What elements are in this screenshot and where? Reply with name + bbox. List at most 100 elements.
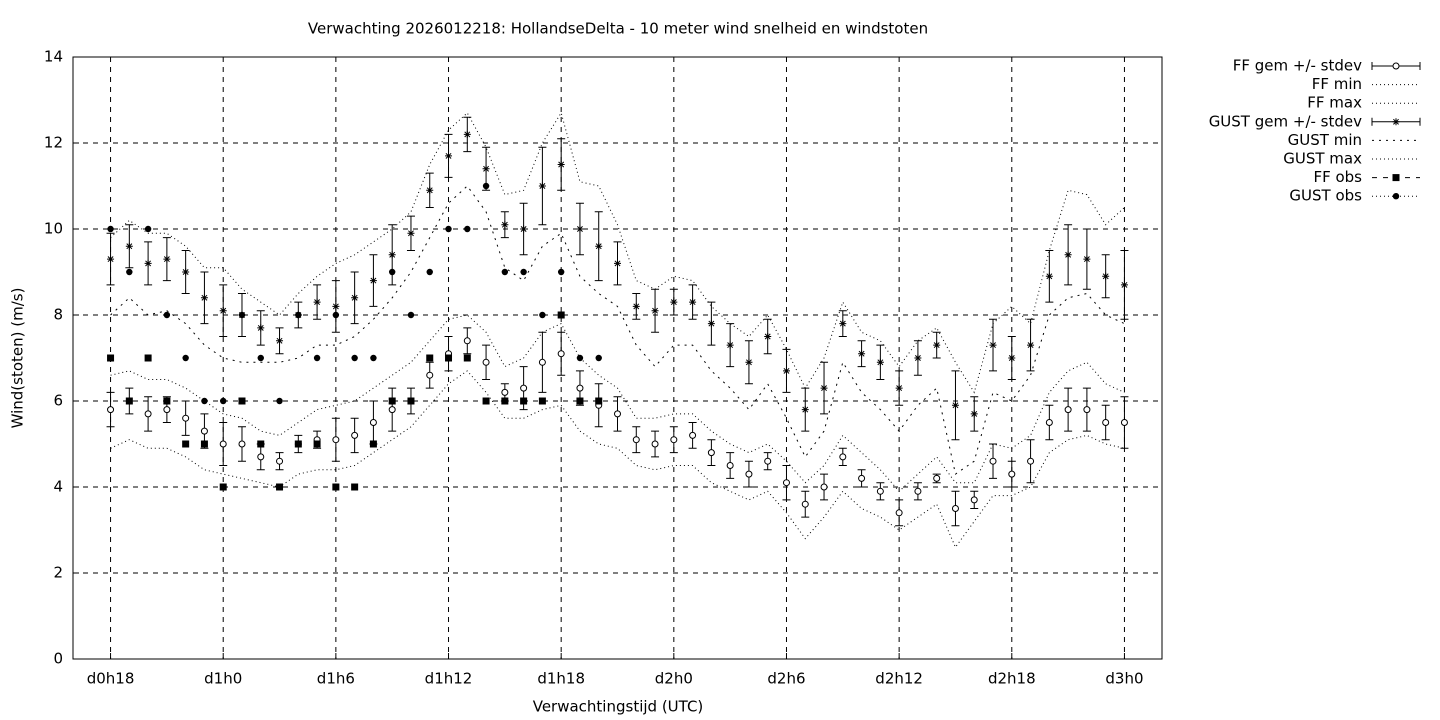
marker [276,337,284,345]
marker [313,440,321,448]
marker [1083,406,1091,414]
marker [764,333,772,340]
marker [182,440,190,448]
marker [463,130,471,138]
marker [651,440,659,448]
x-tick-label: d0h18 [87,670,135,688]
marker [726,462,734,469]
marker [445,354,453,362]
marker [538,182,546,190]
marker [407,229,415,237]
x-tick-label: d1h12 [425,670,473,688]
marker [782,367,790,375]
marker [989,341,997,349]
marker [670,436,678,444]
legend-marker [1392,118,1400,126]
marker [538,358,546,366]
marker [163,397,171,405]
legend-label: FF gem +/- stdev [1233,57,1362,75]
marker [1064,251,1072,259]
marker [482,397,490,405]
marker [557,268,565,276]
marker [313,298,321,306]
marker [107,406,115,414]
legend-label: FF max [1307,94,1362,112]
marker [595,242,603,250]
legend-label: GUST obs [1289,187,1362,205]
marker [876,487,884,495]
marker [557,311,565,319]
marker [970,496,978,504]
marker [520,268,527,276]
marker [820,483,828,491]
marker [370,354,377,362]
marker [163,311,171,319]
marker [651,307,659,315]
marker [632,302,640,310]
marker [426,354,434,362]
marker [557,350,565,358]
marker [351,294,359,302]
marker [295,311,302,319]
marker [1008,354,1016,362]
marker [557,161,565,168]
marker [163,255,171,263]
y-tick-label: 4 [53,478,63,496]
marker [576,225,584,233]
marker [1045,419,1053,426]
marker [858,474,866,482]
y-tick-label: 6 [53,392,63,410]
marker [595,354,602,362]
marker [670,298,678,306]
marker [201,397,208,405]
marker [351,483,359,491]
marker [445,152,453,160]
legend-marker [1392,193,1400,200]
marker [501,388,509,396]
marker [801,500,809,508]
marker [276,483,284,491]
x-tick-label: d1h18 [537,670,585,688]
marker [689,298,697,306]
marker [219,483,227,491]
y-tick-label: 12 [44,134,63,152]
marker [107,354,115,362]
marker [163,406,171,414]
marker [576,397,584,405]
marker [144,354,152,362]
y-tick-label: 2 [53,564,63,582]
x-tick-label: d2h18 [988,670,1036,688]
y-tick-label: 8 [53,306,63,324]
legend-label: FF min [1312,75,1362,93]
marker [126,268,133,276]
marker [257,440,265,448]
marker [426,371,434,379]
marker [276,457,284,465]
marker [144,225,152,233]
marker [464,225,471,233]
marker [501,221,509,229]
marker [219,440,227,448]
marker [1083,255,1091,263]
marker [707,449,715,457]
marker [332,302,340,310]
line [110,185,1125,475]
marker [707,320,715,328]
line [110,111,1125,394]
legend-marker [1392,174,1400,182]
marker [144,410,152,418]
marker [839,320,847,328]
x-tick-label: d2h6 [767,670,805,688]
marker [1027,341,1035,349]
marker [257,324,265,332]
marker [520,397,528,405]
marker [1008,470,1016,478]
marker [933,341,941,349]
marker [970,410,978,418]
marker [257,354,264,362]
marker [351,354,358,362]
marker [1045,272,1053,280]
marker [989,457,997,465]
